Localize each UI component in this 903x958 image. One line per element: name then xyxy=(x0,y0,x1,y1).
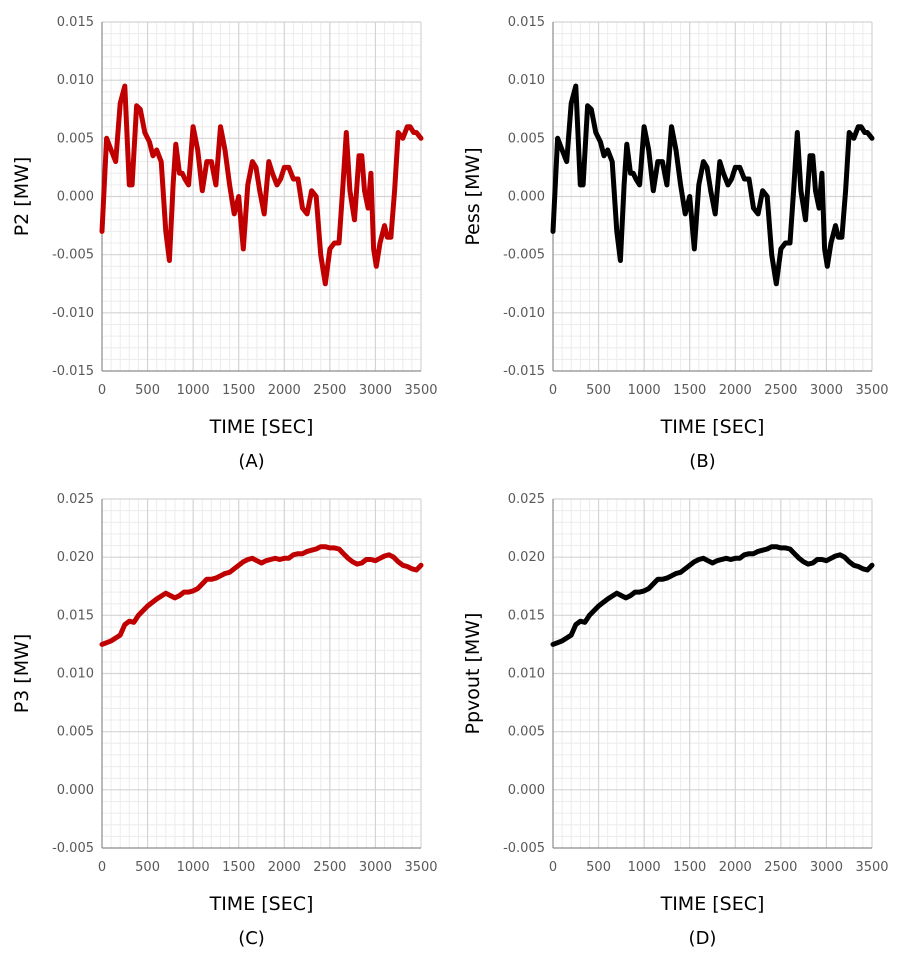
x-tick-label: 2000 xyxy=(268,860,301,875)
x-tick-label: 500 xyxy=(586,860,611,875)
x-tick-label: 2500 xyxy=(313,860,346,875)
y-tick-label: -0.005 xyxy=(503,248,545,263)
x-tick-label: 1000 xyxy=(177,860,210,875)
y-tick-label: 0.020 xyxy=(57,550,94,565)
series-line xyxy=(99,544,424,647)
series-line xyxy=(550,544,875,647)
x-tick-label: 3000 xyxy=(359,383,392,398)
major-grid xyxy=(102,21,422,371)
x-tick-label: 3000 xyxy=(810,860,843,875)
x-tick-label: 2500 xyxy=(764,383,797,398)
x-tick-label: 500 xyxy=(135,383,160,398)
x-tick-label: 2500 xyxy=(313,383,346,398)
y-tick-label: 0.000 xyxy=(57,190,94,205)
series-line xyxy=(550,83,875,287)
x-tick-label: 3500 xyxy=(404,860,437,875)
y-tick-label: 0.010 xyxy=(57,667,94,682)
y-tick-label: -0.005 xyxy=(52,841,94,856)
y-tick-label: 0.015 xyxy=(508,608,545,623)
x-tick-label: 0 xyxy=(98,860,106,875)
chart-panel-c: 0.025 0.020 0.015 0.010 0.005 0.000 -0.005 0 500… xyxy=(0,477,451,958)
x-axis-title: TIME [SEC] xyxy=(209,416,314,438)
panel-label: (D) xyxy=(689,928,717,949)
y-tick-label: -0.005 xyxy=(52,248,94,263)
y-tick-label: 0.010 xyxy=(508,667,545,682)
chart-svg: 0.025 0.020 0.015 0.010 0.005 0.000 -0.005 0 500… xyxy=(11,492,438,949)
x-tick-label: 3500 xyxy=(404,383,437,398)
major-grid xyxy=(102,498,422,848)
panel-label: (B) xyxy=(689,451,715,472)
x-tick-label: 3500 xyxy=(855,383,888,398)
chart-svg: 0.015 0.010 0.005 0.000 -0.005 -0.010 -0.015 0 5… xyxy=(11,15,438,472)
x-tick-label: 1000 xyxy=(177,383,210,398)
y-tick-label: -0.005 xyxy=(503,841,545,856)
y-tick-label: -0.015 xyxy=(52,364,94,379)
y-tick-label: 0.005 xyxy=(57,725,94,740)
y-tick-label: -0.015 xyxy=(503,364,545,379)
y-tick-label: 0.015 xyxy=(57,608,94,623)
x-tick-label: 3000 xyxy=(359,860,392,875)
y-tick-label: 0.005 xyxy=(508,725,545,740)
y-axis-title: P3 [MW] xyxy=(11,634,33,714)
y-tick-label: 0.010 xyxy=(57,73,94,88)
y-tick-label: 0.005 xyxy=(508,131,545,146)
chart-panel-b: 0.015 0.010 0.005 0.000 -0.005 -0.010 -0.015 0 5… xyxy=(451,0,902,481)
x-tick-label: 0 xyxy=(549,860,557,875)
y-tick-label: -0.010 xyxy=(52,306,94,321)
x-tick-label: 1000 xyxy=(628,860,661,875)
series-line xyxy=(99,83,424,287)
y-axis-title: P2 [MW] xyxy=(11,157,33,237)
y-tick-label: 0.015 xyxy=(508,15,545,30)
y-tick-label: 0.000 xyxy=(508,190,545,205)
x-tick-label: 2000 xyxy=(719,860,752,875)
y-tick-label: 0.010 xyxy=(508,73,545,88)
x-tick-label: 2000 xyxy=(268,383,301,398)
x-tick-label: 0 xyxy=(549,383,557,398)
x-axis-title: TIME [SEC] xyxy=(660,416,765,438)
y-tick-label: 0.000 xyxy=(57,783,94,798)
x-tick-label: 2000 xyxy=(719,383,752,398)
y-tick-label: 0.015 xyxy=(57,15,94,30)
y-tick-label: 0.020 xyxy=(508,550,545,565)
chart-panel-a: 0.015 0.010 0.005 0.000 -0.005 -0.010 -0.015 0 5… xyxy=(0,0,451,481)
x-tick-label: 3500 xyxy=(855,860,888,875)
x-axis-title: TIME [SEC] xyxy=(660,893,765,915)
x-tick-label: 1500 xyxy=(673,383,706,398)
y-tick-label: 0.005 xyxy=(57,131,94,146)
chart-panel-d: 0.025 0.020 0.015 0.010 0.005 0.000 -0.005 0 500… xyxy=(451,477,902,958)
major-grid xyxy=(553,498,873,848)
x-tick-label: 500 xyxy=(135,860,160,875)
x-tick-label: 1000 xyxy=(628,383,661,398)
x-tick-label: 2500 xyxy=(764,860,797,875)
chart-svg: 0.015 0.010 0.005 0.000 -0.005 -0.010 -0.015 0 5… xyxy=(462,15,889,472)
y-tick-label: 0.025 xyxy=(57,492,94,507)
x-tick-label: 1500 xyxy=(222,383,255,398)
x-tick-label: 1500 xyxy=(222,860,255,875)
y-axis-title: Ppvout [MW] xyxy=(462,613,484,735)
x-tick-label: 500 xyxy=(586,383,611,398)
x-axis-title: TIME [SEC] xyxy=(209,893,314,915)
y-tick-label: 0.025 xyxy=(508,492,545,507)
y-axis-title: Pess [MW] xyxy=(462,147,484,245)
x-tick-label: 0 xyxy=(98,383,106,398)
x-tick-label: 3000 xyxy=(810,383,843,398)
y-tick-label: 0.000 xyxy=(508,783,545,798)
panel-label: (A) xyxy=(238,451,264,472)
panel-label: (C) xyxy=(238,928,265,949)
chart-svg: 0.025 0.020 0.015 0.010 0.005 0.000 -0.005 0 500… xyxy=(462,492,889,949)
y-tick-label: -0.010 xyxy=(503,306,545,321)
x-tick-label: 1500 xyxy=(673,860,706,875)
